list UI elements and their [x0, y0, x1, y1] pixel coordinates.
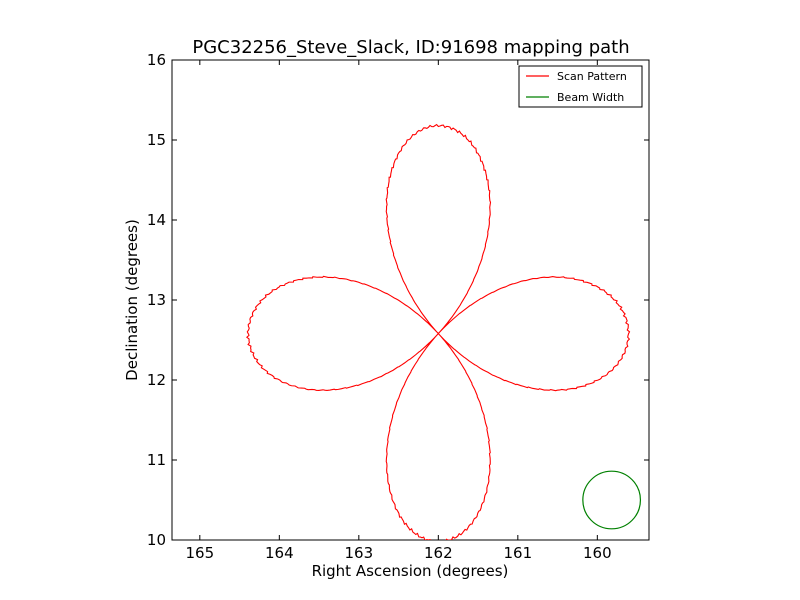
y-tick-label: 10 — [147, 531, 166, 549]
x-tick-label: 161 — [504, 544, 533, 562]
legend-label-scan-pattern: Scan Pattern — [557, 70, 627, 83]
y-tick-label: 11 — [147, 451, 166, 469]
beam-width-circle — [582, 470, 642, 530]
legend: Scan Pattern Beam Width — [518, 65, 643, 108]
legend-label-beam-width: Beam Width — [557, 91, 624, 104]
x-tick-label: 165 — [186, 544, 215, 562]
x-tick-label: 162 — [424, 544, 453, 562]
x-tick-label: 160 — [583, 544, 612, 562]
chart-title: PGC32256_Steve_Slack, ID:91698 mapping p… — [192, 37, 629, 58]
x-axis: 165 164 163 162 161 160 — [186, 60, 612, 562]
y-tick-label: 15 — [147, 131, 166, 149]
legend-box — [518, 65, 643, 108]
y-tick-label: 14 — [147, 211, 166, 229]
plot-frame — [171, 59, 650, 541]
series-layer — [245, 123, 642, 540]
plot-area — [171, 59, 650, 541]
y-tick-label: 13 — [147, 291, 166, 309]
x-axis-label: Right Ascension (degrees) — [312, 562, 509, 580]
y-axis: 10 11 12 13 14 15 16 — [147, 51, 649, 549]
y-axis-label: Declination (degrees) — [123, 219, 141, 381]
y-tick-label: 12 — [147, 371, 166, 389]
x-tick-label: 164 — [265, 544, 294, 562]
scan-pattern-line — [245, 123, 631, 540]
y-tick-label: 16 — [147, 51, 166, 69]
x-tick-label: 163 — [345, 544, 374, 562]
